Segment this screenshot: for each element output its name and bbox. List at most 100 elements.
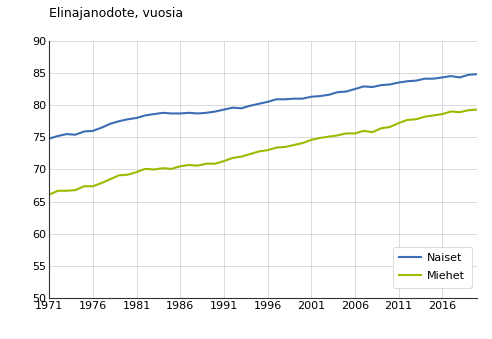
Naiset — [90, 129, 96, 133]
Naiset — [274, 97, 279, 101]
Miehet — [221, 159, 227, 163]
Naiset — [64, 132, 70, 136]
Miehet — [361, 129, 367, 133]
Naiset — [404, 79, 410, 83]
Miehet — [465, 108, 471, 112]
Miehet — [81, 184, 87, 188]
Miehet — [422, 115, 428, 119]
Miehet — [317, 136, 323, 140]
Miehet — [186, 163, 192, 167]
Miehet — [134, 170, 140, 174]
Miehet — [308, 138, 314, 142]
Naiset — [291, 97, 297, 101]
Naiset — [474, 72, 480, 76]
Naiset — [186, 111, 192, 115]
Miehet — [204, 162, 210, 166]
Naiset — [230, 106, 236, 110]
Naiset — [265, 100, 271, 104]
Miehet — [142, 167, 148, 171]
Naiset — [99, 125, 105, 129]
Naiset — [396, 80, 401, 84]
Naiset — [239, 106, 245, 111]
Naiset — [369, 85, 375, 89]
Naiset — [134, 116, 140, 120]
Miehet — [116, 173, 122, 177]
Naiset — [317, 94, 323, 98]
Miehet — [55, 189, 61, 193]
Miehet — [125, 173, 131, 177]
Miehet — [151, 167, 157, 172]
Naiset — [221, 107, 227, 112]
Miehet — [90, 184, 96, 188]
Miehet — [343, 132, 349, 136]
Miehet — [448, 109, 454, 114]
Naiset — [352, 87, 358, 91]
Naiset — [142, 113, 148, 117]
Miehet — [430, 113, 436, 117]
Miehet — [352, 132, 358, 136]
Text: Elinajanodote, vuosia: Elinajanodote, vuosia — [49, 7, 184, 20]
Miehet — [474, 107, 480, 112]
Naiset — [212, 109, 218, 114]
Miehet — [282, 145, 288, 149]
Miehet — [413, 117, 419, 121]
Naiset — [326, 93, 332, 97]
Miehet — [169, 167, 175, 171]
Naiset — [169, 112, 175, 116]
Miehet — [256, 149, 262, 154]
Miehet — [335, 133, 340, 137]
Naiset — [125, 117, 131, 121]
Naiset — [343, 89, 349, 94]
Miehet — [378, 126, 384, 130]
Naiset — [361, 84, 367, 88]
Miehet — [300, 141, 306, 145]
Miehet — [291, 143, 297, 147]
Legend: Naiset, Miehet: Naiset, Miehet — [393, 246, 472, 287]
Naiset — [151, 112, 157, 116]
Miehet — [99, 181, 105, 185]
Naiset — [160, 111, 166, 115]
Line: Miehet: Miehet — [49, 109, 477, 195]
Naiset — [72, 133, 78, 137]
Naiset — [282, 97, 288, 101]
Naiset — [308, 95, 314, 99]
Miehet — [64, 189, 70, 193]
Naiset — [448, 74, 454, 78]
Miehet — [46, 193, 52, 197]
Miehet — [160, 166, 166, 170]
Naiset — [457, 75, 462, 79]
Miehet — [195, 164, 201, 168]
Naiset — [46, 137, 52, 141]
Naiset — [335, 90, 340, 94]
Naiset — [387, 82, 393, 86]
Miehet — [326, 135, 332, 139]
Miehet — [265, 148, 271, 152]
Miehet — [404, 118, 410, 122]
Line: Naiset: Naiset — [49, 74, 477, 139]
Naiset — [107, 122, 113, 126]
Naiset — [55, 134, 61, 138]
Naiset — [422, 77, 428, 81]
Naiset — [177, 112, 183, 116]
Miehet — [369, 130, 375, 134]
Miehet — [247, 152, 253, 156]
Naiset — [256, 102, 262, 106]
Miehet — [457, 110, 462, 114]
Naiset — [413, 79, 419, 83]
Miehet — [107, 177, 113, 181]
Naiset — [247, 104, 253, 108]
Miehet — [212, 162, 218, 166]
Naiset — [430, 77, 436, 81]
Naiset — [439, 75, 445, 79]
Naiset — [204, 111, 210, 115]
Miehet — [72, 188, 78, 192]
Miehet — [177, 164, 183, 168]
Miehet — [239, 155, 245, 159]
Naiset — [465, 73, 471, 77]
Naiset — [81, 129, 87, 134]
Miehet — [387, 125, 393, 129]
Miehet — [274, 145, 279, 149]
Naiset — [300, 97, 306, 101]
Naiset — [378, 83, 384, 87]
Miehet — [439, 112, 445, 116]
